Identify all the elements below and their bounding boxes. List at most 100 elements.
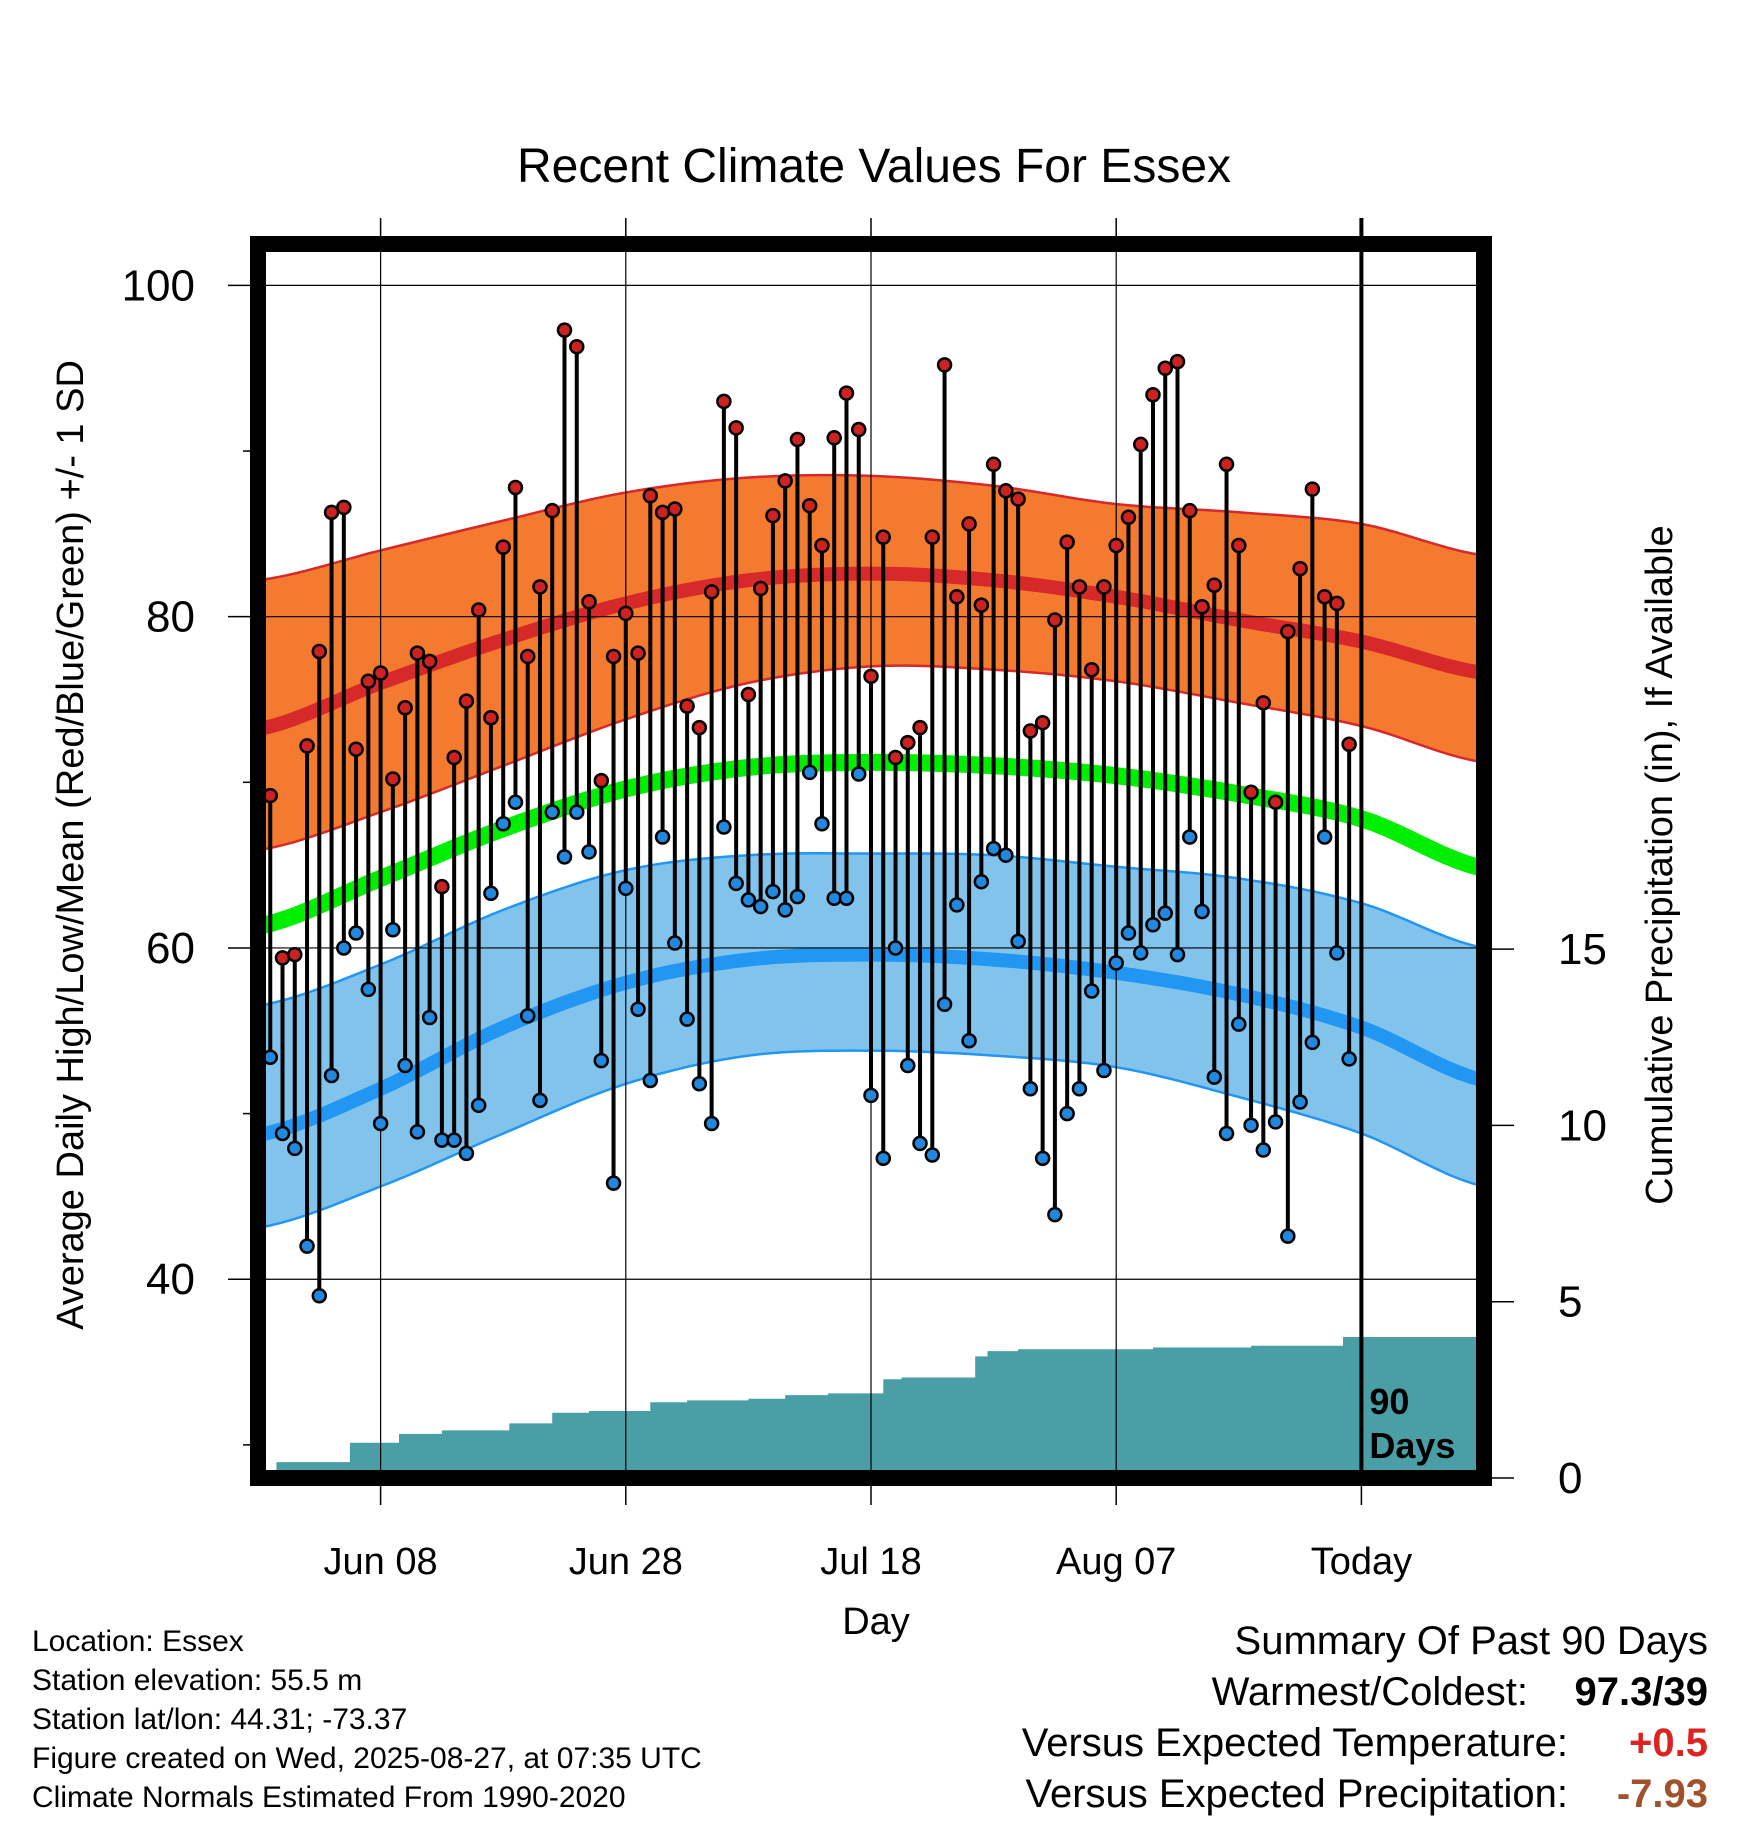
daily-high-point — [1292, 560, 1308, 577]
y-axis-left-label: Average Daily High/Low/Mean (Red/Blue/Gr… — [50, 360, 92, 1330]
x-tick-label: Today — [1311, 1541, 1412, 1583]
daily-high-point — [789, 431, 806, 448]
daily-low-point — [1267, 1114, 1284, 1130]
daily-high-point — [912, 719, 928, 736]
daily-high-point — [618, 605, 634, 622]
daily-low-point — [1022, 1081, 1039, 1097]
daily-low-point — [618, 880, 634, 897]
today-days-number: 90 — [1369, 1381, 1409, 1422]
daily-low-point — [912, 1135, 928, 1152]
latlon-text: Station lat/lon: 44.31; -73.37 — [32, 1703, 408, 1736]
daily-low-point — [679, 1011, 695, 1027]
daily-low-point — [569, 804, 585, 820]
daily-low-point — [495, 815, 511, 832]
y-left-tick-label: 100 — [122, 261, 195, 310]
daily-low-point — [1231, 1016, 1247, 1032]
daily-high-point — [483, 709, 499, 726]
daily-high-point — [654, 504, 671, 521]
daily-low-point — [458, 1145, 475, 1162]
y-axis-right-label: Cumulative Precipitation (in), If Availa… — [1639, 525, 1681, 1204]
temp-vs-expected-label: Versus Expected Temperature: — [1021, 1721, 1568, 1765]
daily-low-point — [850, 766, 867, 782]
daily-low-point — [1206, 1069, 1223, 1085]
daily-low-point — [397, 1057, 413, 1074]
daily-high-point — [1120, 509, 1137, 526]
daily-high-point — [961, 516, 977, 532]
daily-high-point — [593, 772, 610, 789]
daily-high-point — [900, 734, 916, 751]
daily-high-point — [544, 502, 560, 519]
daily-high-point — [752, 580, 769, 597]
summary-heading: Summary Of Past 90 Days — [1234, 1619, 1708, 1663]
daily-high-point — [875, 529, 892, 545]
daily-low-point — [789, 888, 806, 905]
daily-low-point — [1108, 955, 1124, 971]
daily-low-point — [372, 1115, 389, 1132]
daily-low-point — [483, 885, 499, 902]
daily-high-point — [507, 479, 524, 496]
daily-high-point — [385, 771, 401, 787]
daily-high-point — [667, 501, 683, 517]
daily-low-point — [274, 1125, 291, 1142]
daily-high-point — [728, 420, 744, 436]
daily-low-point — [1255, 1142, 1272, 1158]
daily-high-point — [372, 665, 389, 681]
daily-high-point — [838, 385, 855, 401]
daily-low-point — [654, 829, 671, 845]
daily-low-point — [936, 996, 953, 1013]
daily-low-point — [1329, 945, 1345, 961]
daily-high-point — [801, 497, 818, 514]
normals-note-text: Climate Normals Estimated From 1990-2020 — [32, 1781, 626, 1814]
location-text: Location: Essex — [32, 1625, 244, 1658]
daily-high-point — [1267, 794, 1284, 810]
daily-high-point — [1231, 537, 1247, 554]
daily-low-point — [360, 981, 377, 998]
daily-high-point — [421, 653, 438, 670]
daily-high-point — [949, 589, 965, 605]
daily-low-point — [1280, 1228, 1296, 1244]
daily-high-point — [936, 357, 953, 373]
chart-title: Recent Climate Values For Essex — [517, 140, 1231, 193]
elevation-text: Station elevation: 55.5 m — [32, 1664, 363, 1697]
daily-high-point — [470, 602, 487, 618]
daily-high-point — [446, 749, 462, 766]
daily-low-point — [1157, 905, 1173, 921]
daily-high-point — [360, 673, 377, 690]
daily-high-point — [348, 741, 364, 757]
daily-high-point — [495, 539, 511, 555]
daily-high-point — [519, 648, 536, 665]
daily-low-point — [863, 1087, 879, 1104]
daily-high-point — [703, 584, 720, 600]
daily-high-point — [777, 473, 793, 489]
daily-low-point — [1218, 1125, 1235, 1142]
x-tick-label: Jun 28 — [569, 1541, 683, 1583]
daily-low-point — [703, 1115, 720, 1132]
daily-high-point — [274, 950, 291, 966]
daily-low-point — [605, 1175, 622, 1191]
daily-high-point — [1108, 537, 1124, 554]
warmest-coldest-row: Warmest/Coldest: 97.3/39 — [1022, 1667, 1708, 1718]
daily-high-point — [1132, 436, 1149, 453]
daily-low-point — [973, 873, 990, 890]
daily-high-point — [630, 645, 646, 661]
y-left-tick-label: 80 — [146, 593, 195, 642]
y-right-tick-label: 15 — [1558, 925, 1607, 974]
daily-low-point — [1182, 829, 1198, 845]
daily-low-point — [985, 840, 1002, 857]
precip-vs-expected-row: Versus Expected Precipitation: -7.93 — [1022, 1769, 1708, 1820]
daily-high-point — [1022, 723, 1039, 739]
daily-low-point — [1047, 1206, 1063, 1223]
daily-low-point — [519, 1008, 536, 1024]
daily-high-point — [998, 483, 1014, 499]
daily-low-point — [544, 804, 560, 820]
daily-low-point — [887, 940, 904, 956]
daily-low-point — [752, 898, 769, 915]
daily-high-point — [924, 529, 941, 545]
daily-low-point — [1034, 1150, 1051, 1167]
daily-low-point — [814, 815, 830, 832]
daily-high-point — [409, 645, 426, 661]
daily-high-point — [1169, 353, 1186, 370]
precip-vs-expected-label: Versus Expected Precipitation: — [1025, 1772, 1568, 1816]
daily-low-point — [691, 1076, 708, 1092]
daily-high-point — [642, 488, 659, 504]
